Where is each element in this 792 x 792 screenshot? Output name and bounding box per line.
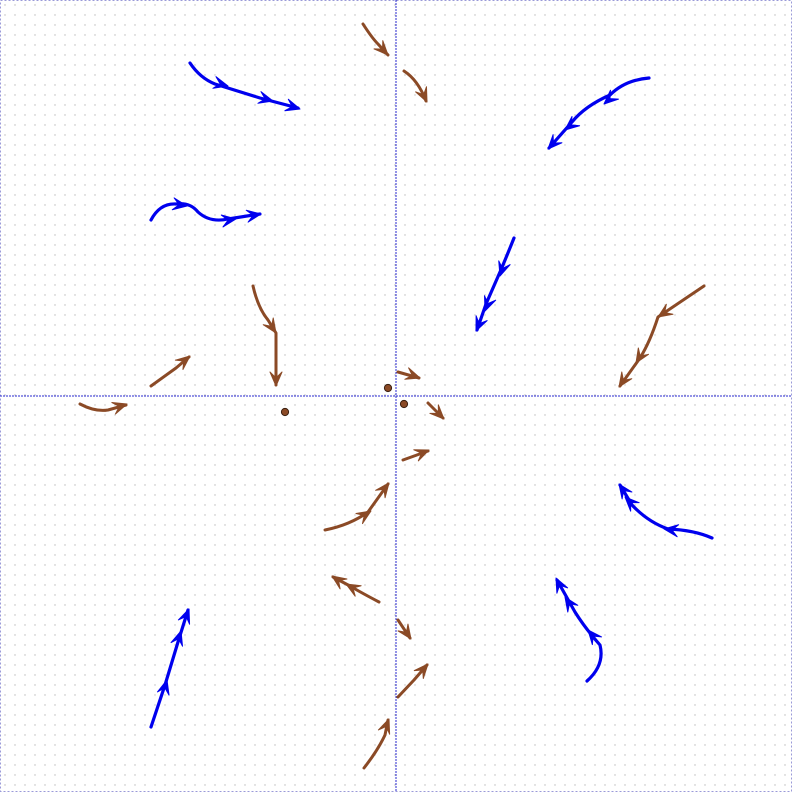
brown-arrowhead-icon [262, 317, 277, 334]
blue-arrowhead-icon [245, 209, 262, 223]
brown-arrowhead-icon [331, 575, 348, 590]
blue-arrowhead-icon [564, 115, 581, 131]
blue-arrowhead-icon [564, 596, 579, 613]
blue-arrowhead-icon [170, 630, 184, 647]
blue-arrowhead-icon [663, 524, 680, 538]
brown-arrowhead-icon [345, 583, 362, 597]
blue-arrowhead-icon [171, 197, 188, 211]
brown-arrowhead-icon [397, 623, 412, 640]
blue-solution-curve [555, 578, 603, 683]
brown-arrowhead-icon [404, 367, 421, 380]
blue-arrowhead-icon [177, 608, 191, 625]
blue-arrowhead-icon [156, 679, 170, 696]
brown-arrowhead-icon [377, 718, 391, 735]
brown-arrowhead-icon [413, 449, 430, 462]
brown-solution-curve [361, 22, 390, 57]
brown-solution-curve [251, 284, 278, 387]
blue-arrowhead-icon [555, 577, 569, 594]
brown-arrowhead-icon [618, 371, 633, 388]
blue-arrowhead-icon [220, 214, 237, 228]
blue-arrowhead-icon [284, 98, 301, 112]
blue-arrowhead-icon [624, 496, 640, 512]
arrowheads [111, 40, 680, 735]
brown-arrowhead-icon [174, 355, 191, 370]
brown-arrowhead-icon [429, 404, 445, 420]
equilibrium-point[interactable] [399, 399, 409, 409]
blue-arrowhead-icon [547, 134, 563, 150]
equilibrium-point[interactable] [280, 407, 290, 417]
brown-arrowhead-icon [635, 347, 650, 364]
blue-arrowhead-icon [498, 260, 511, 277]
blue-arrowhead-icon [484, 295, 497, 312]
brown-arrowhead-icon [269, 371, 283, 387]
blue-arrowhead-icon [587, 629, 603, 646]
blue-solution-curve [149, 202, 262, 222]
blue-arrowhead-icon [603, 89, 619, 105]
brown-arrowhead-icon [657, 303, 674, 318]
blue-arrowhead-icon [618, 483, 633, 500]
brown-solution-curve [78, 402, 128, 412]
blue-arrowhead-icon [475, 315, 488, 332]
equilibrium-points [280, 383, 409, 417]
brown-arrowhead-icon [111, 401, 128, 415]
brown-arrowhead-icon [375, 482, 390, 499]
brown-arrowhead-icon [415, 86, 428, 103]
blue-solution-curve [149, 608, 190, 729]
brown-arrowhead-icon [373, 40, 389, 56]
brown-solution-curve [362, 718, 390, 770]
equilibrium-point[interactable] [383, 383, 393, 393]
blue-arrowhead-icon [212, 76, 229, 89]
blue-solution-curve [188, 61, 300, 110]
brown-arrowhead-icon [355, 510, 372, 525]
blue-arrowhead-icon [257, 91, 274, 104]
brown-arrowhead-icon [413, 663, 429, 679]
